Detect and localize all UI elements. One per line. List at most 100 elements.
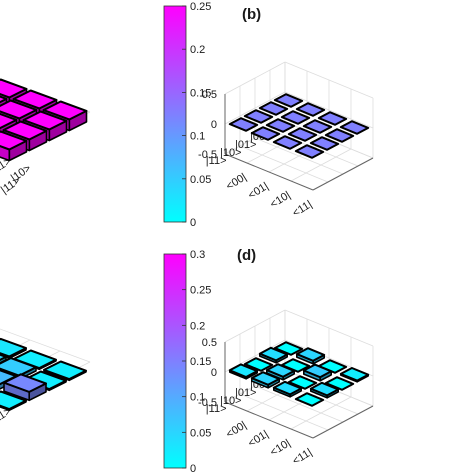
floor-grid-line	[239, 145, 329, 183]
z-ticklabel: 0.5	[202, 89, 217, 101]
y-ticklabel: |01>	[235, 387, 257, 399]
bar-bars-c-r2-c3	[3, 373, 47, 402]
panel-b: (b) -0.500.5|00>|01>|10>|11><00|<01|<10|…	[198, 6, 374, 220]
bar-top-face	[287, 127, 318, 142]
bar-bars-d-r1-c3	[324, 376, 355, 391]
x-axis-line	[224, 401, 314, 439]
bar-top-face	[0, 353, 7, 362]
y-ticklabel: |10>	[220, 147, 242, 159]
panel-c: |00>|01>|10>|11>	[0, 328, 91, 427]
bar-bars-d-r3-c1	[250, 371, 281, 389]
floor-grid-line	[254, 137, 344, 175]
bar-top-face	[324, 376, 355, 391]
bar-bars-d-r0-c1	[295, 347, 326, 365]
bar-top-face	[302, 363, 333, 379]
bar-top-face	[272, 380, 303, 396]
bar-top-face	[13, 349, 57, 370]
colorbar-ticklabel: 0	[190, 463, 196, 474]
bar-top-face	[250, 371, 281, 386]
colorbar-top-bar	[163, 5, 187, 223]
bar-bars-b-r2-c2	[287, 127, 318, 142]
bar-bars-d-r1-c2	[302, 363, 333, 382]
bar-top-face	[0, 95, 8, 104]
bar-top-face	[243, 357, 274, 372]
bar-bars-b-r2-c3	[309, 136, 340, 151]
y-ticklabel: |11>	[206, 155, 227, 167]
x-ticklabel: <11|	[290, 198, 314, 219]
bar-bars-b-r0-c3	[339, 120, 370, 135]
panel-a-bars	[0, 78, 88, 162]
bar-top-face	[272, 135, 303, 150]
colorbar-top: 0 0.05 0.1 0.15 0.2 0.25	[163, 1, 211, 229]
bar-bars-b-r3-c1	[250, 126, 281, 141]
colorbar-ticklabel: 0.1	[190, 392, 205, 404]
bar-bars-c-r0-c3	[43, 360, 87, 382]
z-ticklabel: -0.5	[198, 149, 217, 161]
bar-top-face	[280, 110, 311, 125]
bar-top-face	[317, 359, 348, 374]
bar-bars-d-r0-c3	[339, 367, 370, 383]
bar-bars-c-r1-c1	[0, 353, 7, 364]
floor-grid-line	[239, 393, 329, 431]
bar-top-face	[294, 144, 325, 159]
y-ticklabel: |11>	[206, 403, 227, 415]
bar-bars-c-r3-c3	[0, 390, 27, 412]
bar-top-face	[287, 375, 318, 390]
bar-bars-b-r1-c0	[258, 101, 289, 116]
bar-bars-b-r2-c0	[243, 109, 274, 124]
bar-top-face	[0, 99, 38, 120]
bar-top-face	[265, 118, 296, 133]
colorbar-ticklabel: 0.25	[190, 285, 211, 297]
x-ticklabel: <11|	[290, 446, 314, 467]
bar-bars-d-r0-c2	[317, 359, 348, 374]
bar-top-face	[0, 369, 17, 386]
floor-grid-line	[290, 148, 352, 182]
x-ticklabel: <01|	[246, 180, 271, 202]
bar-top-face	[243, 109, 274, 124]
colorbar-ticklabel: 0.25	[190, 1, 211, 13]
panel-d-bars	[228, 341, 370, 407]
bar-top-face	[295, 102, 326, 117]
colorbar-ticklabel: 0.15	[190, 87, 211, 99]
bar-top-face	[339, 120, 370, 135]
colorbar-top-ticks: 0 0.05 0.1 0.15 0.2 0.25	[182, 1, 211, 229]
panel-d: (d) -0.500.5|00>|01>|10>|11><00|<01|<10|…	[198, 247, 374, 468]
bar-bars-b-r0-c0	[273, 93, 304, 108]
floor-grid-line	[254, 385, 344, 423]
bar-bars-b-r0-c1	[295, 102, 326, 117]
bar-top-face	[295, 347, 326, 362]
z-ticklabel: 0	[211, 367, 217, 379]
floor-grid-line	[290, 396, 352, 430]
bar-top-face	[22, 110, 68, 131]
bar-top-face	[2, 120, 48, 141]
bar-top-face	[250, 126, 281, 141]
bar-bars-d-r0-c0	[273, 341, 304, 356]
bar-bars-b-r3-c2	[272, 135, 303, 150]
bar-top-face	[12, 89, 58, 110]
bar-top-face	[294, 392, 325, 407]
bar-top-face	[258, 101, 289, 116]
panel-b-bars	[228, 93, 370, 159]
bar-top-face	[0, 78, 28, 99]
bar-bars-b-r0-c2	[317, 111, 348, 126]
panel-b-label: (b)	[242, 6, 261, 23]
colorbar-ticklabel: 0.05	[190, 427, 211, 439]
colorbar-bottom-ticks: 0 0.05 0.1 0.15 0.2 0.25 0.3	[182, 249, 211, 474]
x-ticklabel: <01|	[246, 428, 271, 450]
x-ticklabel: <10|	[268, 437, 293, 459]
bar-bars-b-r1-c2	[302, 119, 333, 134]
bar-bars-d-r3-c0	[228, 363, 259, 380]
bar-top-face	[258, 346, 289, 362]
bar-top-face	[309, 136, 340, 151]
bar-top-face	[0, 112, 18, 130]
bar-bars-d-r2-c2	[287, 375, 318, 390]
bar-bars-d-r3-c3	[294, 392, 325, 407]
z-ticklabel: -0.5	[198, 397, 217, 409]
x-axis-line	[224, 153, 314, 191]
bar-top-face	[43, 360, 87, 381]
panel-d-label: (d)	[237, 247, 256, 264]
bar-top-face	[339, 367, 370, 382]
bar-bars-b-r3-c0	[228, 117, 259, 132]
bar-bars-d-r2-c3	[309, 381, 340, 399]
colorbar-ticklabel: 0.15	[190, 356, 211, 368]
